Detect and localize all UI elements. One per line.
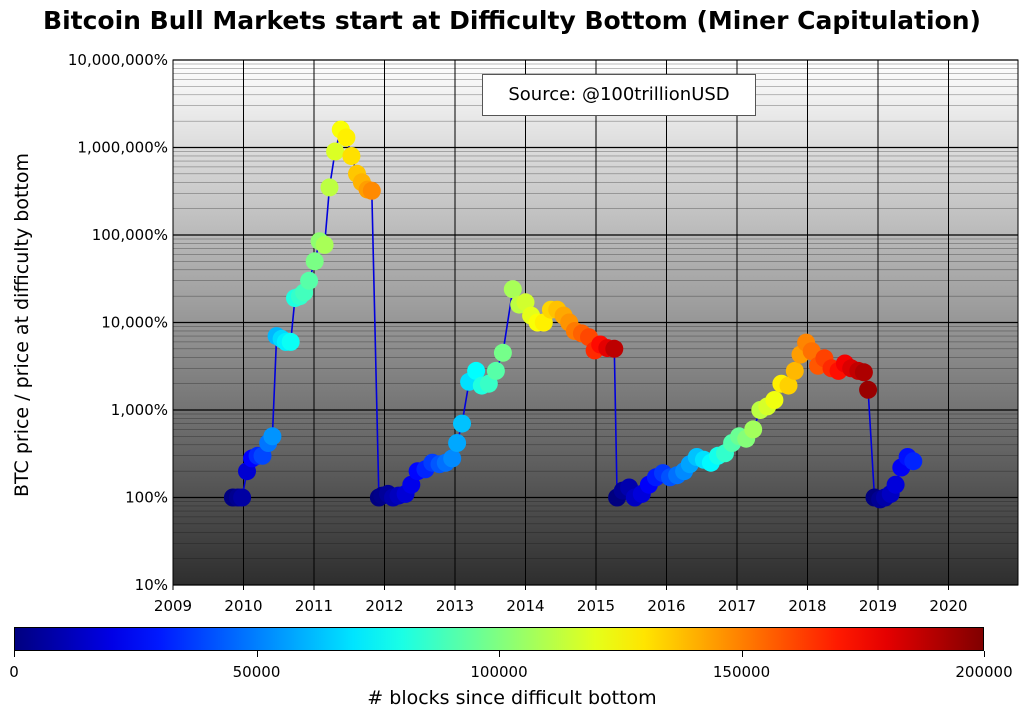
- data-point: [854, 363, 873, 382]
- y-axis-ticks: 10% 100% 1,000% 10,000% 100,000% 1,000,000% 10…: [68, 51, 168, 594]
- data-points: [223, 120, 923, 509]
- x-tick-label: 2019: [859, 597, 897, 615]
- y-tick-label: 1,000,000%: [77, 139, 168, 157]
- colorbar-tick: [499, 651, 500, 657]
- data-point: [493, 343, 512, 362]
- x-tick-label: 2020: [929, 597, 967, 615]
- colorbar: [14, 627, 984, 651]
- x-tick-label: 2013: [436, 597, 474, 615]
- colorbar-tick: [984, 651, 985, 657]
- data-point: [263, 427, 282, 446]
- data-point: [402, 475, 421, 494]
- data-point: [315, 235, 334, 254]
- x-tick-label: 2015: [577, 597, 615, 615]
- x-tick-label: 2014: [506, 597, 544, 615]
- y-tick-label: 1,000%: [111, 401, 168, 419]
- y-tick-label: 10,000,000%: [68, 51, 168, 69]
- data-point: [605, 339, 624, 358]
- data-point: [362, 181, 381, 200]
- data-point: [744, 420, 763, 439]
- x-axis-ticks: 2009 2010 2011 2012 2013 2014 2015 2016 2017 2018…: [154, 585, 968, 615]
- chart-title: Bitcoin Bull Markets start at Difficulty…: [43, 6, 981, 35]
- colorbar-tick-label: 50000: [232, 663, 281, 681]
- data-point: [233, 488, 252, 507]
- data-point: [443, 449, 462, 468]
- y-tick-label: 10%: [135, 576, 168, 594]
- colorbar-tick: [256, 651, 258, 657]
- colorbar-tick: [741, 651, 743, 657]
- colorbar-label: # blocks since difficult bottom: [367, 687, 657, 709]
- x-tick-label: 2012: [365, 597, 403, 615]
- x-tick-label: 2009: [154, 597, 192, 615]
- data-point: [486, 361, 505, 380]
- data-point: [342, 147, 361, 165]
- x-tick-label: 2010: [224, 597, 262, 615]
- x-tick-label: 2011: [295, 597, 333, 615]
- data-point: [300, 271, 319, 290]
- data-point: [337, 128, 356, 147]
- y-axis-label: BTC price / price at difficulty bottom: [11, 153, 33, 497]
- data-point: [305, 252, 324, 271]
- data-point: [453, 414, 471, 433]
- x-tick-label: 2017: [718, 597, 756, 615]
- data-point: [785, 361, 804, 380]
- data-point: [503, 280, 522, 299]
- data-point: [859, 380, 878, 399]
- data-point: [467, 361, 486, 380]
- data-point: [765, 391, 784, 409]
- data-point: [448, 434, 467, 452]
- data-point: [320, 178, 339, 197]
- data-point: [904, 452, 923, 471]
- x-tick-label: 2018: [788, 597, 826, 615]
- y-tick-label: 100%: [125, 489, 168, 507]
- colorbar-tick-label: 150000: [712, 663, 771, 681]
- data-point: [281, 332, 300, 351]
- colorbar-tick-label: 200000: [955, 663, 1013, 681]
- x-tick-label: 2016: [647, 597, 685, 615]
- data-point: [779, 376, 798, 395]
- data-point: [886, 475, 905, 494]
- source-annotation: Source: @100trillionUSD: [482, 74, 756, 116]
- y-tick-label: 100,000%: [92, 226, 168, 244]
- colorbar-tick-label: 100000: [470, 663, 528, 681]
- colorbar-tick: [14, 651, 15, 657]
- data-point: [326, 142, 345, 161]
- colorbar-tick-label: 0: [9, 663, 19, 681]
- y-tick-label: 10,000%: [101, 314, 168, 332]
